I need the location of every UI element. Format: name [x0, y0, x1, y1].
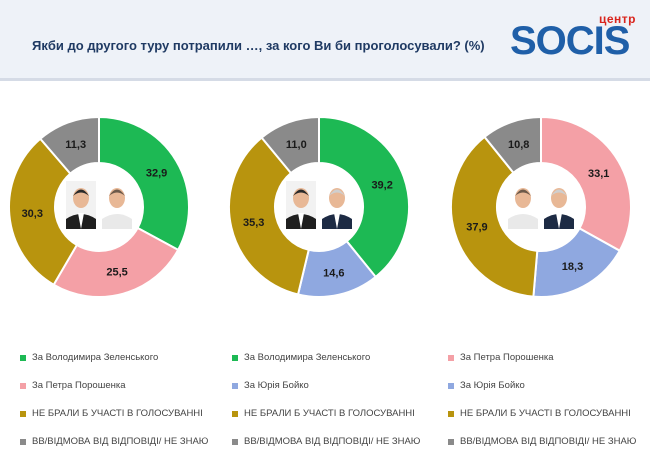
donut-slice-zelensky	[98, 115, 190, 252]
legend-item: За Юрія Бойко	[232, 380, 309, 391]
donut-slice-not_voting	[450, 135, 539, 298]
socis-logo: центр SOCIS	[508, 12, 642, 62]
legend-swatch	[20, 382, 26, 389]
legend-item: НЕ БРАЛИ Б УЧАСТІ В ГОЛОСУВАННІ	[232, 408, 415, 419]
donut-slice-refused	[260, 115, 320, 175]
legend-swatch	[448, 354, 454, 361]
legend-item: ВВ/ВІДМОВА ВІД ВІДПОВІДІ/ НЕ ЗНАЮ	[20, 436, 208, 447]
legend-item: За Петра Порошенка	[20, 380, 126, 391]
legend-item: За Петра Порошенка	[448, 352, 554, 363]
legend-swatch	[448, 438, 454, 445]
slice-value-label: 11,0	[286, 139, 307, 151]
portrait-poroshenko	[508, 181, 538, 229]
donut-slice-poroshenko	[540, 115, 632, 253]
legend-label: ВВ/ВІДМОВА ВІД ВІДПОВІДІ/ НЕ ЗНАЮ	[32, 436, 209, 447]
legend-label: За Володимира Зеленського	[244, 352, 371, 363]
legend-label: НЕ БРАЛИ Б УЧАСТІ В ГОЛОСУВАННІ	[32, 408, 203, 419]
legend-label: ВВ/ВІДМОВА ВІД ВІДПОВІДІ/ НЕ ЗНАЮ	[244, 436, 421, 447]
slice-value-label: 10,8	[508, 139, 529, 151]
legend-swatch	[20, 354, 26, 361]
portrait-boyko	[544, 181, 574, 229]
header-divider	[0, 78, 650, 81]
donut-slice-poroshenko	[52, 226, 180, 298]
donut-slice-refused	[38, 115, 100, 176]
portrait-boyko	[322, 181, 352, 229]
donut-slice-refused	[483, 115, 542, 175]
header-band	[0, 0, 650, 78]
donut-slice-zelensky	[318, 115, 410, 279]
legend-label: За Петра Порошенка	[32, 380, 126, 391]
legend-swatch	[232, 382, 238, 389]
logo-tsentr-text: центр	[598, 12, 636, 26]
donut-chart-1: 32,9 25,5 30,3 11,3	[8, 115, 190, 298]
legend-item: За Юрія Бойко	[448, 380, 525, 391]
legend-label: За Петра Порошенка	[460, 352, 554, 363]
donut-chart-3: 33,1 18,3 37,9 10,8	[450, 115, 632, 298]
legend-swatch	[20, 438, 26, 445]
legend-label: ВВ/ВІДМОВА ВІД ВІДПОВІДІ/ НЕ ЗНАЮ	[460, 436, 637, 447]
legend-label: За Володимира Зеленського	[32, 352, 159, 363]
donut-chart-2: 39,2 14,6 35,3 11,0	[228, 115, 410, 298]
legend-swatch	[232, 410, 238, 417]
slice-value-label: 39,2	[371, 180, 392, 192]
legend-label: За Юрія Бойко	[244, 380, 309, 391]
legend-item: За Володимира Зеленського	[20, 352, 158, 363]
legend-item: НЕ БРАЛИ Б УЧАСТІ В ГОЛОСУВАННІ	[20, 408, 203, 419]
slice-value-label: 30,3	[22, 208, 43, 220]
portrait-zelensky	[66, 181, 96, 229]
logo-socis-text: SOCIS	[510, 19, 630, 63]
legend-swatch	[20, 410, 26, 417]
page-title: Якби до другого туру потрапили …, за ког…	[32, 38, 485, 53]
slice-value-label: 37,9	[466, 222, 487, 234]
legend-item: За Володимира Зеленського	[232, 352, 370, 363]
legend-swatch	[448, 410, 454, 417]
legend-swatch	[232, 438, 238, 445]
legend-label: НЕ БРАЛИ Б УЧАСТІ В ГОЛОСУВАННІ	[460, 408, 631, 419]
legend-swatch	[448, 382, 454, 389]
slice-value-label: 33,1	[588, 168, 609, 180]
slice-value-label: 32,9	[146, 168, 167, 180]
legend-item: ВВ/ВІДМОВА ВІД ВІДПОВІДІ/ НЕ ЗНАЮ	[448, 436, 636, 447]
donut-slice-not_voting	[8, 137, 79, 287]
slice-value-label: 18,3	[562, 261, 583, 273]
slice-value-label: 11,3	[65, 139, 86, 151]
legend-label: За Юрія Бойко	[460, 380, 525, 391]
legend-label: НЕ БРАЛИ Б УЧАСТІ В ГОЛОСУВАННІ	[244, 408, 415, 419]
legend-swatch	[232, 354, 238, 361]
portrait-zelensky	[286, 181, 316, 229]
slice-value-label: 14,6	[323, 267, 344, 279]
slice-value-label: 35,3	[243, 217, 264, 229]
portrait-poroshenko	[102, 181, 132, 229]
legend-item: ВВ/ВІДМОВА ВІД ВІДПОВІДІ/ НЕ ЗНАЮ	[232, 436, 420, 447]
slice-value-label: 25,5	[106, 267, 127, 279]
donut-slice-not_voting	[228, 136, 310, 296]
legend-item: НЕ БРАЛИ Б УЧАСТІ В ГОЛОСУВАННІ	[448, 408, 631, 419]
